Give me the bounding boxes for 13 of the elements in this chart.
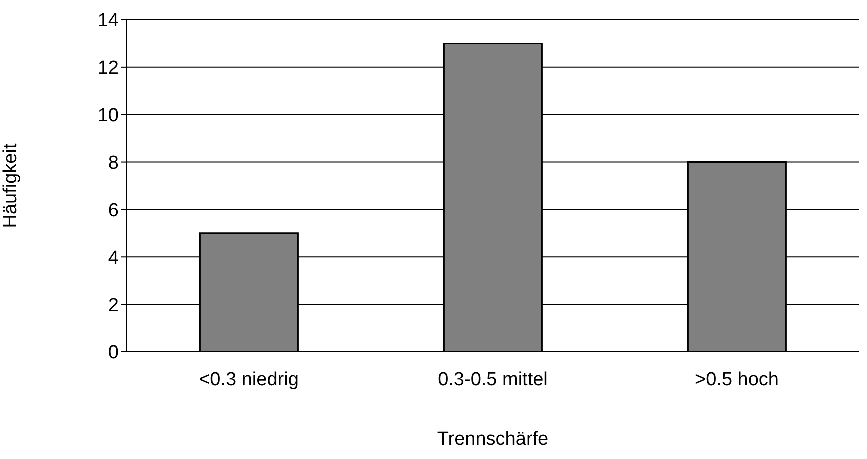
y-tick-label: 12 — [98, 58, 119, 80]
y-tick-label: 14 — [98, 10, 120, 32]
y-tick-label: 4 — [108, 248, 120, 269]
x-tick-label: <0.3 niedrig — [199, 369, 299, 390]
x-tick-label: 0.3-0.5 mittel — [438, 369, 548, 390]
y-tick-label: 10 — [98, 106, 119, 127]
x-tick-label: >0.5 hoch — [695, 369, 779, 390]
y-axis-title: Häufigkeit — [0, 143, 22, 228]
x-axis-title: Trennschärfe — [437, 429, 549, 450]
y-tick-label: 6 — [108, 200, 119, 222]
y-tick-label: 2 — [108, 295, 119, 316]
y-tick-label: 0 — [108, 342, 119, 364]
y-tick-label: 8 — [108, 153, 119, 174]
